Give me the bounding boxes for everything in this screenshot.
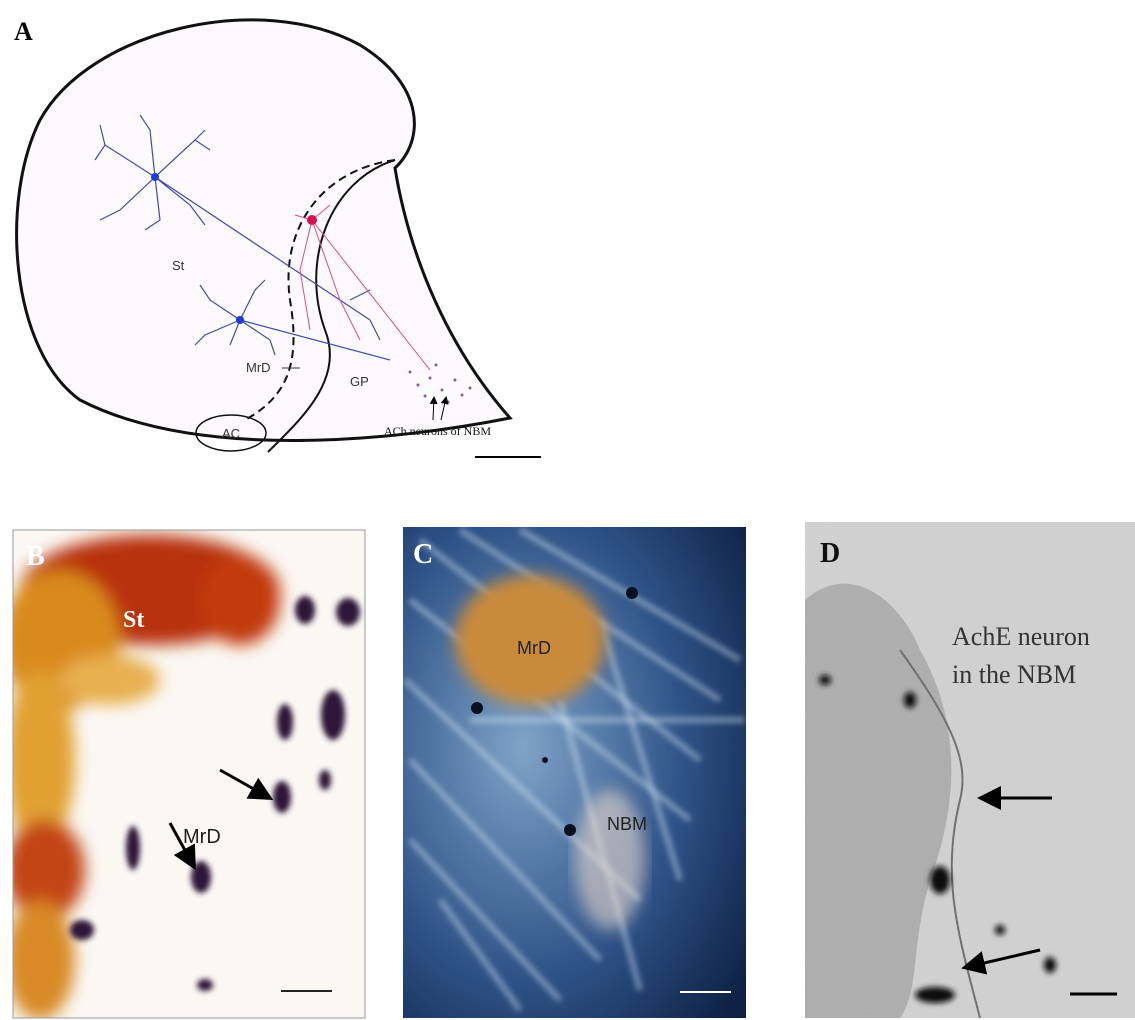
neuron-soma xyxy=(236,316,244,324)
stain xyxy=(575,790,645,930)
label-nbm: ACh neurons of NBM xyxy=(384,424,491,438)
panel-d: D AchE neuron in the NBM xyxy=(805,522,1135,1018)
panel-label: D xyxy=(820,538,840,569)
label-mrd: MrD xyxy=(183,826,221,848)
panel-b: B St MrD xyxy=(0,530,365,1020)
panel-label: B xyxy=(26,541,45,572)
label-gp: GP xyxy=(350,374,369,389)
label-st: St xyxy=(172,258,185,273)
label-neuron: AchE neuron xyxy=(952,622,1090,651)
label-nbm: NBM xyxy=(607,814,647,834)
label-mrd: MrD xyxy=(517,638,551,658)
panel-c: C MrD NBM xyxy=(403,527,746,1018)
figure: A St MrD GP AC ACh neurons of NBM xyxy=(0,0,1135,1020)
panel-a: A St MrD GP AC ACh neurons of NBM xyxy=(14,17,541,457)
neuron-soma xyxy=(307,215,317,225)
neuron-soma xyxy=(151,173,159,181)
label-ac: AC xyxy=(222,426,240,441)
panel-label: A xyxy=(14,17,33,46)
panel-label: C xyxy=(413,539,433,570)
label-neuron: in the NBM xyxy=(952,660,1076,689)
label-mrd: MrD xyxy=(246,360,271,375)
brain-outline xyxy=(17,20,510,441)
label-st: St xyxy=(123,607,144,633)
texture xyxy=(805,522,1135,1018)
